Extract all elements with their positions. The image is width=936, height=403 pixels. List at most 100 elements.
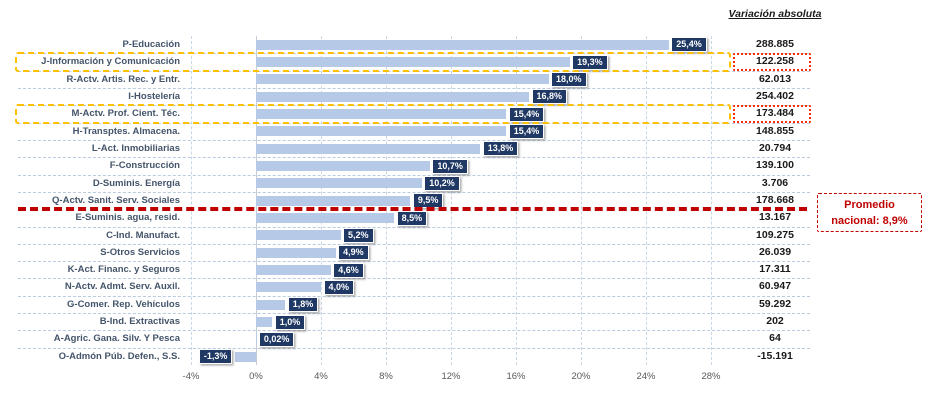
gridline-vertical — [191, 36, 192, 365]
bar[interactable] — [256, 334, 257, 345]
bar[interactable] — [256, 109, 507, 120]
bar[interactable] — [256, 316, 273, 327]
bar-value-label: 1,0% — [274, 314, 306, 330]
category-label: K-Act. Financ. y Seguros — [67, 264, 180, 276]
variacion-absoluta-column-header: Variación absoluta — [728, 8, 822, 20]
row-separator — [18, 261, 810, 263]
absolute-variation-value: 60.947 — [758, 280, 792, 293]
bar[interactable] — [256, 213, 395, 223]
absolute-variation-value: 122.258 — [756, 55, 794, 68]
x-axis-tick-label: 20% — [571, 371, 591, 382]
absolute-variation-value: 173.484 — [756, 107, 794, 120]
x-axis-tick-label: 24% — [636, 371, 656, 382]
bar[interactable] — [256, 161, 430, 172]
promedio-callout-line2: nacional: 8,9% — [831, 214, 908, 227]
row-separator — [18, 174, 810, 176]
gridline-vertical — [646, 36, 647, 365]
absolute-variation-value: 13.167 — [758, 211, 792, 224]
highlight-number-box — [733, 104, 811, 124]
bar[interactable] — [256, 299, 286, 310]
category-label: H-Transptes. Almacena. — [72, 125, 180, 137]
bar-value-label: 5,2% — [343, 227, 374, 243]
bar[interactable] — [256, 264, 331, 275]
bar[interactable] — [256, 178, 422, 189]
absolute-variation-value: 3.706 — [761, 176, 789, 189]
x-axis-tick-label: -4% — [182, 371, 200, 382]
category-label: P-Educación — [122, 39, 180, 50]
category-label: S-Otros Servicios — [100, 246, 180, 258]
category-label: Q-Actv. Sanit. Serv. Sociales — [52, 194, 180, 206]
x-axis-tick-label: 12% — [441, 371, 461, 382]
absolute-variation-value: 148.855 — [756, 124, 794, 137]
row-separator — [18, 157, 810, 159]
row-separator — [18, 330, 810, 332]
bar-value-label: 8,5% — [396, 210, 428, 226]
x-axis-tick-label: 8% — [379, 371, 393, 382]
bar[interactable] — [256, 143, 481, 154]
gridline-vertical — [711, 36, 712, 365]
category-label: F-Construcción — [109, 160, 180, 172]
bar[interactable] — [256, 91, 529, 102]
bar-value-label: 10,2% — [424, 175, 460, 191]
category-label: B-Ind. Extractivas — [99, 316, 180, 328]
bar-value-label: 16,8% — [531, 89, 568, 105]
absolute-variation-value: 202 — [766, 315, 784, 328]
bar-value-label: 0,02% — [258, 331, 295, 347]
absolute-variation-value: 139.100 — [756, 159, 794, 172]
row-separator — [18, 191, 810, 193]
absolute-variation-value: -15.191 — [757, 349, 793, 362]
bar-value-label: 1,8% — [287, 297, 319, 313]
bar-value-label: 15,4% — [508, 124, 545, 139]
bar-value-label: -1,3% — [198, 349, 233, 365]
category-label: D-Suminis. Energía — [92, 177, 180, 189]
gridline-vertical — [451, 36, 452, 365]
bar-value-label: 13,8% — [482, 141, 519, 157]
row-separator — [18, 226, 810, 228]
gridline-vertical — [516, 36, 517, 365]
bar[interactable] — [256, 282, 321, 293]
absolute-variation-value: 109.275 — [756, 228, 794, 241]
bar[interactable] — [256, 247, 336, 258]
category-label: M-Actv. Prof. Cient. Téc. — [71, 108, 180, 120]
bar-value-label: 4,0% — [323, 279, 355, 295]
bar-value-label: 18,0% — [551, 72, 587, 88]
bar[interactable] — [256, 230, 341, 241]
national-average-line — [18, 206, 807, 211]
row-separator — [18, 347, 810, 349]
absolute-variation-value: 59.292 — [758, 297, 792, 310]
category-label: R-Actv. Artis. Rec. y Entr. — [66, 73, 180, 85]
bar[interactable] — [256, 126, 507, 137]
absolute-variation-value: 254.402 — [756, 89, 794, 102]
absolute-variation-value: 17.311 — [759, 263, 791, 276]
highlight-box — [15, 52, 731, 72]
category-label: A-Agric. Gana. Silv. Y Pesca — [53, 333, 180, 345]
absolute-variation-value: 62.013 — [758, 72, 792, 85]
absolute-variation-value: 288.885 — [756, 38, 794, 50]
bar[interactable] — [256, 74, 549, 85]
bar-value-label: 4,6% — [333, 262, 364, 278]
absolute-variation-value: 26.039 — [758, 245, 792, 258]
x-axis-tick-label: 4% — [314, 371, 328, 382]
bar[interactable] — [256, 57, 570, 68]
row-separator — [18, 313, 810, 315]
category-label: G-Comer. Rep. Vehículos — [67, 298, 180, 310]
row-separator — [18, 295, 810, 297]
gridline-vertical — [581, 36, 582, 365]
row-separator — [18, 278, 810, 280]
promedio-callout-line1: Promedio — [844, 198, 895, 211]
bar[interactable] — [256, 195, 411, 206]
bar[interactable] — [234, 351, 256, 362]
category-label: O-Admón Púb. Defen., S.S. — [58, 350, 180, 362]
bar-value-label: 25,4% — [671, 37, 707, 53]
category-label: J-Información y Comunicación — [41, 56, 180, 68]
promedio-nacional-callout: Promedio nacional: 8,9% — [817, 193, 922, 232]
category-label: C-Ind. Manufact. — [106, 229, 180, 241]
x-axis-tick-label: 0% — [249, 371, 263, 382]
row-separator — [18, 243, 810, 245]
bar-value-label: 9,5% — [412, 193, 444, 209]
absolute-variation-value: 20.794 — [758, 141, 792, 154]
bar[interactable] — [256, 39, 669, 50]
x-axis-tick-label: 28% — [701, 371, 721, 382]
row-separator — [18, 139, 810, 141]
